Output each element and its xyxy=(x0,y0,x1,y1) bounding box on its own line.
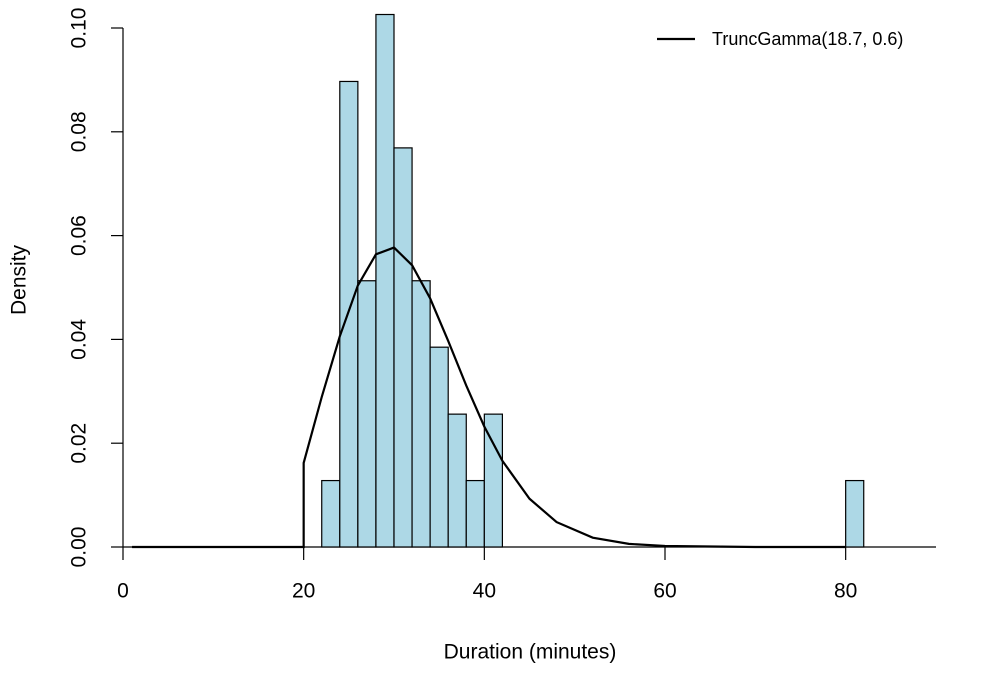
bar xyxy=(339,80,359,548)
bar xyxy=(465,479,485,548)
fit-curve xyxy=(132,246,846,549)
y-tick-label: 0.04 xyxy=(68,319,91,360)
x-tick-label: 20 xyxy=(292,580,315,603)
y-tick-label: 0.00 xyxy=(68,527,91,568)
x-tick-label: 60 xyxy=(653,580,676,603)
bar xyxy=(845,479,865,548)
bar xyxy=(393,147,413,548)
legend-label: TruncGamma(18.7, 0.6) xyxy=(712,29,903,49)
x-axis-label: Duration (minutes) xyxy=(444,641,617,664)
x-tick-label: 80 xyxy=(834,580,857,603)
bar xyxy=(321,479,341,548)
bar xyxy=(411,280,431,548)
bar xyxy=(447,413,467,548)
y-tick-label: 0.08 xyxy=(68,111,91,152)
x-tick-label: 40 xyxy=(473,580,496,603)
y-tick-label: 0.02 xyxy=(68,423,91,464)
bar xyxy=(375,13,395,548)
y-axis-label: Density xyxy=(8,244,31,315)
bar xyxy=(357,280,377,548)
bar xyxy=(429,346,449,548)
y-tick-label: 0.10 xyxy=(68,8,91,49)
bar xyxy=(483,413,504,548)
y-tick-label: 0.06 xyxy=(68,215,91,256)
x-tick-label: 0 xyxy=(117,580,129,603)
